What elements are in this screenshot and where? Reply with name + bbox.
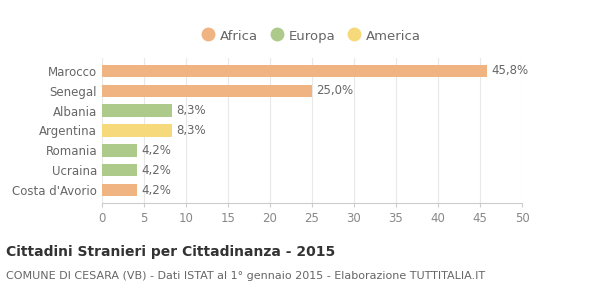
Text: 8,3%: 8,3% <box>176 104 206 117</box>
Text: 45,8%: 45,8% <box>491 64 528 77</box>
Bar <box>102 65 487 77</box>
Text: Cittadini Stranieri per Cittadinanza - 2015: Cittadini Stranieri per Cittadinanza - 2… <box>6 245 335 259</box>
Text: COMUNE DI CESARA (VB) - Dati ISTAT al 1° gennaio 2015 - Elaborazione TUTTITALIA.: COMUNE DI CESARA (VB) - Dati ISTAT al 1°… <box>6 271 485 281</box>
Text: 25,0%: 25,0% <box>316 84 353 97</box>
Bar <box>102 104 172 117</box>
Legend: Africa, Europa, America: Africa, Europa, America <box>198 24 426 48</box>
Bar <box>102 84 312 97</box>
Bar <box>102 144 137 157</box>
Bar <box>102 124 172 137</box>
Text: 4,2%: 4,2% <box>142 184 172 197</box>
Text: 8,3%: 8,3% <box>176 124 206 137</box>
Text: 4,2%: 4,2% <box>142 144 172 157</box>
Bar <box>102 164 137 177</box>
Bar <box>102 184 137 196</box>
Text: 4,2%: 4,2% <box>142 164 172 177</box>
